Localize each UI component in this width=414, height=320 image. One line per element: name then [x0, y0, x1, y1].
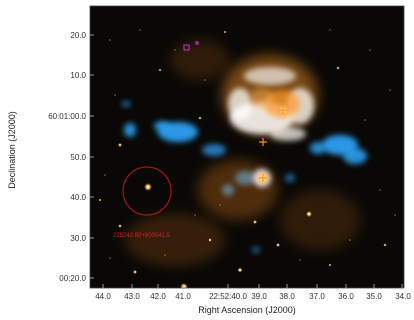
x-tick-label: 39.0 [251, 292, 267, 301]
x-axis: 44.0 43.0 42.0 41.0 22:52:40.0 39.0 38.0… [95, 284, 411, 315]
x-tick-label: 37.0 [309, 292, 325, 301]
y-axis: 20.0 10.0 60:01:00.0 50.0 40.0 30.0 00:2… [7, 31, 94, 283]
y-tick-label: 00:20.0 [59, 274, 86, 283]
y-axis-title: Declination (J2000) [7, 111, 17, 189]
x-tick-label: 35.0 [366, 292, 382, 301]
background-speckles [104, 29, 396, 261]
source-label: 225242.60+600041.5 [113, 233, 171, 239]
y-tick-label: 20.0 [70, 31, 86, 40]
x-tick-label: 36.0 [338, 292, 354, 301]
x-tick-label: 34.0 [395, 292, 411, 301]
x-tick-label: 42.0 [150, 292, 166, 301]
x-tick-label: 38.0 [279, 292, 295, 301]
source-circle [122, 166, 172, 216]
y-tick-label: 30.0 [70, 234, 86, 243]
x-tick-label: 41.0 [175, 292, 191, 301]
sky-image: 225242.60+600041.5 [90, 6, 404, 288]
y-tick-label: 60:01:00.0 [48, 112, 86, 121]
x-tick-label: 44.0 [95, 292, 111, 301]
cross-markers [259, 106, 287, 182]
cyan-emission-regions [122, 101, 367, 253]
x-tick-label: 43.0 [124, 292, 140, 301]
x-axis-title: Right Ascension (J2000) [198, 305, 296, 315]
plot-frame [89, 5, 405, 289]
y-tick-label: 40.0 [70, 193, 86, 202]
square-marker [183, 44, 190, 51]
y-tick-label: 10.0 [70, 71, 86, 80]
x-tick-label: 22:52:40.0 [209, 292, 247, 301]
y-tick-label: 50.0 [70, 153, 86, 162]
